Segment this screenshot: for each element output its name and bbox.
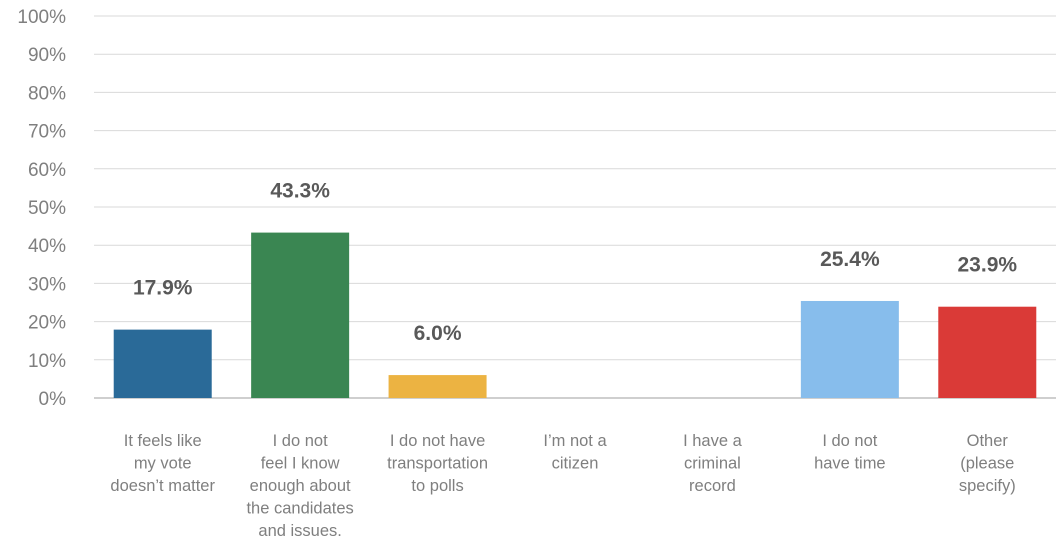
bars [113,232,1037,398]
category-label-line: (please [960,455,1014,473]
y-tick-label: 70% [28,122,66,143]
gridlines [94,15,1056,399]
y-tick-label: 10% [28,351,66,372]
category-label-line: the candidates [246,500,353,518]
category-label-line: Other [967,432,1009,450]
bar [251,232,350,398]
data-label: 17.9% [133,277,193,300]
category-label-line: feel I know [261,455,340,473]
category-label-line: I have a [683,432,743,450]
category-label: I’m not a citizen [543,432,607,473]
category-labels: It feels like my vote doesn’t matter I do n… [110,432,1015,539]
category-label: I have a criminal record [683,432,743,495]
data-label: 23.9% [958,254,1018,277]
y-axis-tick-labels: 0% 10% 20% 30% 40% 50% 60% 70% 80% 90% 100% [17,7,66,410]
category-label: I do not have time [814,432,886,473]
category-label-line: I do not [822,432,877,450]
category-label: It feels like my vote doesn’t matter [110,432,215,495]
category-label-line: my vote [134,455,192,473]
category-label-line: doesn’t matter [110,477,215,495]
category-label-line: specify) [959,477,1016,495]
category-label-line: I do not have [390,432,485,450]
bar [113,329,212,398]
bar [388,375,487,398]
category-label: Other (please specify) [959,432,1016,495]
category-label-line: to polls [411,477,463,495]
category-label-line: and issues. [258,522,341,539]
bar [938,306,1037,398]
y-tick-label: 100% [17,7,66,28]
data-label: 6.0% [414,322,462,345]
y-tick-label: 60% [28,160,66,181]
category-label: I do not have transportation to polls [387,432,488,495]
category-label-line: criminal [684,455,741,473]
y-tick-label: 50% [28,198,66,219]
category-label-line: I do not [273,432,328,450]
y-tick-label: 20% [28,313,66,334]
bar [800,300,899,398]
category-label-line: I’m not a [543,432,607,450]
category-label: I do not feel I know enough about the candi… [246,432,353,539]
y-tick-label: 30% [28,274,66,295]
y-tick-label: 90% [28,45,66,66]
category-label-line: record [689,477,736,495]
category-label-line: citizen [552,455,599,473]
y-tick-label: 0% [39,389,67,410]
category-label-line: enough about [250,477,351,495]
data-labels: 17.9% 43.3% 6.0% 25.4% 23.9% [133,180,1017,345]
data-label: 43.3% [270,180,330,203]
category-label-line: transportation [387,455,488,473]
category-label-line: It feels like [124,432,202,450]
data-label: 25.4% [820,248,880,271]
y-tick-label: 40% [28,236,66,257]
y-tick-label: 80% [28,83,66,104]
category-label-line: have time [814,455,886,473]
